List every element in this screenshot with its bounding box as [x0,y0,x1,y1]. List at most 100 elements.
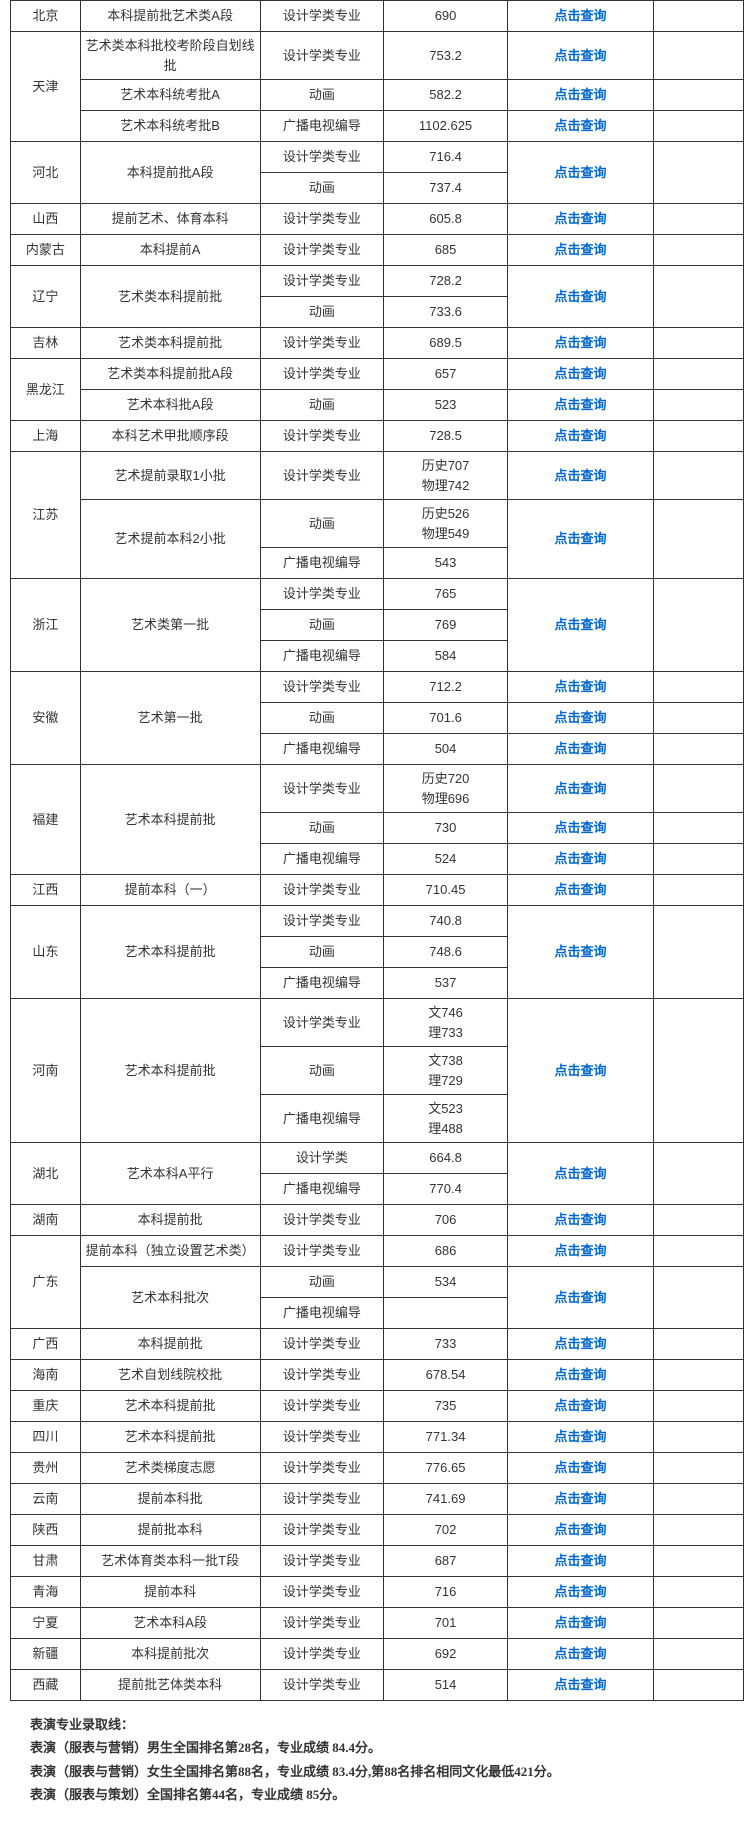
query-link[interactable]: 点击查询 [507,1453,653,1484]
query-link[interactable]: 点击查询 [507,32,653,80]
major-cell: 设计学类 [260,1143,384,1174]
batch-cell: 提前批艺体类本科 [80,1670,260,1701]
query-link[interactable]: 点击查询 [507,579,653,672]
query-link[interactable]: 点击查询 [507,111,653,142]
admission-table: 北京本科提前批艺术类A段设计学类专业690点击查询天津艺术类本科批校考阶段自划线… [10,0,744,1701]
batch-cell: 艺术本科提前批 [80,1422,260,1453]
query-link[interactable]: 点击查询 [507,500,653,579]
query-link[interactable]: 点击查询 [507,844,653,875]
batch-cell: 提前本科 [80,1577,260,1608]
score-cell: 文523理488 [384,1095,508,1143]
query-link[interactable]: 点击查询 [507,813,653,844]
table-row: 天津艺术类本科批校考阶段自划线批设计学类专业753.2点击查询 [11,32,744,80]
query-link[interactable]: 点击查询 [507,906,653,999]
score-cell: 664.8 [384,1143,508,1174]
blank-cell [654,142,744,204]
query-link[interactable]: 点击查询 [507,1360,653,1391]
query-link[interactable]: 点击查询 [507,235,653,266]
major-cell: 广播电视编导 [260,734,384,765]
footnote: 表演专业录取线： 表演（服表与营销）男生全国排名第28名，专业成绩 84.4分。… [10,1713,744,1807]
major-cell: 设计学类专业 [260,1360,384,1391]
query-link[interactable]: 点击查询 [507,1329,653,1360]
batch-cell: 艺术本科提前批 [80,1391,260,1422]
query-link[interactable]: 点击查询 [507,80,653,111]
query-link[interactable]: 点击查询 [507,266,653,328]
query-link[interactable]: 点击查询 [507,452,653,500]
blank-cell [654,1360,744,1391]
query-link[interactable]: 点击查询 [507,390,653,421]
major-cell: 动画 [260,610,384,641]
blank-cell [654,1577,744,1608]
table-row: 安徽艺术第一批设计学类专业712.2点击查询 [11,672,744,703]
query-link[interactable]: 点击查询 [507,1639,653,1670]
query-link[interactable]: 点击查询 [507,359,653,390]
batch-cell: 提前本科（独立设置艺术类） [80,1236,260,1267]
query-link[interactable]: 点击查询 [507,1577,653,1608]
batch-cell: 本科提前批 [80,1329,260,1360]
blank-cell [654,672,744,703]
query-link[interactable]: 点击查询 [507,1546,653,1577]
table-row: 艺术提前本科2小批动画历史526物理549点击查询 [11,500,744,548]
query-link[interactable]: 点击查询 [507,421,653,452]
major-cell: 设计学类专业 [260,204,384,235]
province-cell: 辽宁 [11,266,81,328]
province-cell: 江西 [11,875,81,906]
query-link[interactable]: 点击查询 [507,204,653,235]
batch-cell: 艺术本科批次 [80,1267,260,1329]
score-cell: 753.2 [384,32,508,80]
query-link[interactable]: 点击查询 [507,1143,653,1205]
table-row: 福建艺术本科提前批设计学类专业历史720物理696点击查询 [11,765,744,813]
blank-cell [654,703,744,734]
query-link[interactable]: 点击查询 [507,734,653,765]
province-cell: 湖南 [11,1205,81,1236]
query-link[interactable]: 点击查询 [507,1267,653,1329]
query-link[interactable]: 点击查询 [507,672,653,703]
province-cell: 湖北 [11,1143,81,1205]
query-link[interactable]: 点击查询 [507,1670,653,1701]
table-row: 贵州艺术类梯度志愿设计学类专业776.65点击查询 [11,1453,744,1484]
major-cell: 设计学类专业 [260,999,384,1047]
score-cell: 776.65 [384,1453,508,1484]
query-link[interactable]: 点击查询 [507,999,653,1143]
query-link[interactable]: 点击查询 [507,328,653,359]
query-link[interactable]: 点击查询 [507,1422,653,1453]
major-cell: 广播电视编导 [260,548,384,579]
footnote-line: 表演（服表与营销）女生全国排名第88名，专业成绩 83.4分,第88名排名相同文… [30,1760,744,1783]
query-link[interactable]: 点击查询 [507,1608,653,1639]
query-link[interactable]: 点击查询 [507,1391,653,1422]
score-cell: 701.6 [384,703,508,734]
query-link[interactable]: 点击查询 [507,1205,653,1236]
blank-cell [654,1484,744,1515]
score-cell: 历史526物理549 [384,500,508,548]
score-cell: 710.45 [384,875,508,906]
major-cell: 设计学类专业 [260,1515,384,1546]
score-cell: 702 [384,1515,508,1546]
table-row: 四川艺术本科提前批设计学类专业771.34点击查询 [11,1422,744,1453]
score-cell: 686 [384,1236,508,1267]
query-link[interactable]: 点击查询 [507,1484,653,1515]
query-link[interactable]: 点击查询 [507,703,653,734]
province-cell: 北京 [11,1,81,32]
blank-cell [654,452,744,500]
blank-cell [654,1391,744,1422]
query-link[interactable]: 点击查询 [507,142,653,204]
score-cell: 687 [384,1546,508,1577]
major-cell: 设计学类专业 [260,906,384,937]
blank-cell [654,235,744,266]
query-link[interactable]: 点击查询 [507,1236,653,1267]
blank-cell [654,1546,744,1577]
major-cell: 设计学类专业 [260,579,384,610]
province-cell: 天津 [11,32,81,142]
blank-cell [654,32,744,80]
query-link[interactable]: 点击查询 [507,765,653,813]
major-cell: 动画 [260,80,384,111]
score-cell: 733.6 [384,297,508,328]
province-cell: 新疆 [11,1639,81,1670]
blank-cell [654,579,744,672]
province-cell: 陕西 [11,1515,81,1546]
major-cell: 设计学类专业 [260,1670,384,1701]
major-cell: 设计学类专业 [260,235,384,266]
query-link[interactable]: 点击查询 [507,875,653,906]
query-link[interactable]: 点击查询 [507,1,653,32]
query-link[interactable]: 点击查询 [507,1515,653,1546]
